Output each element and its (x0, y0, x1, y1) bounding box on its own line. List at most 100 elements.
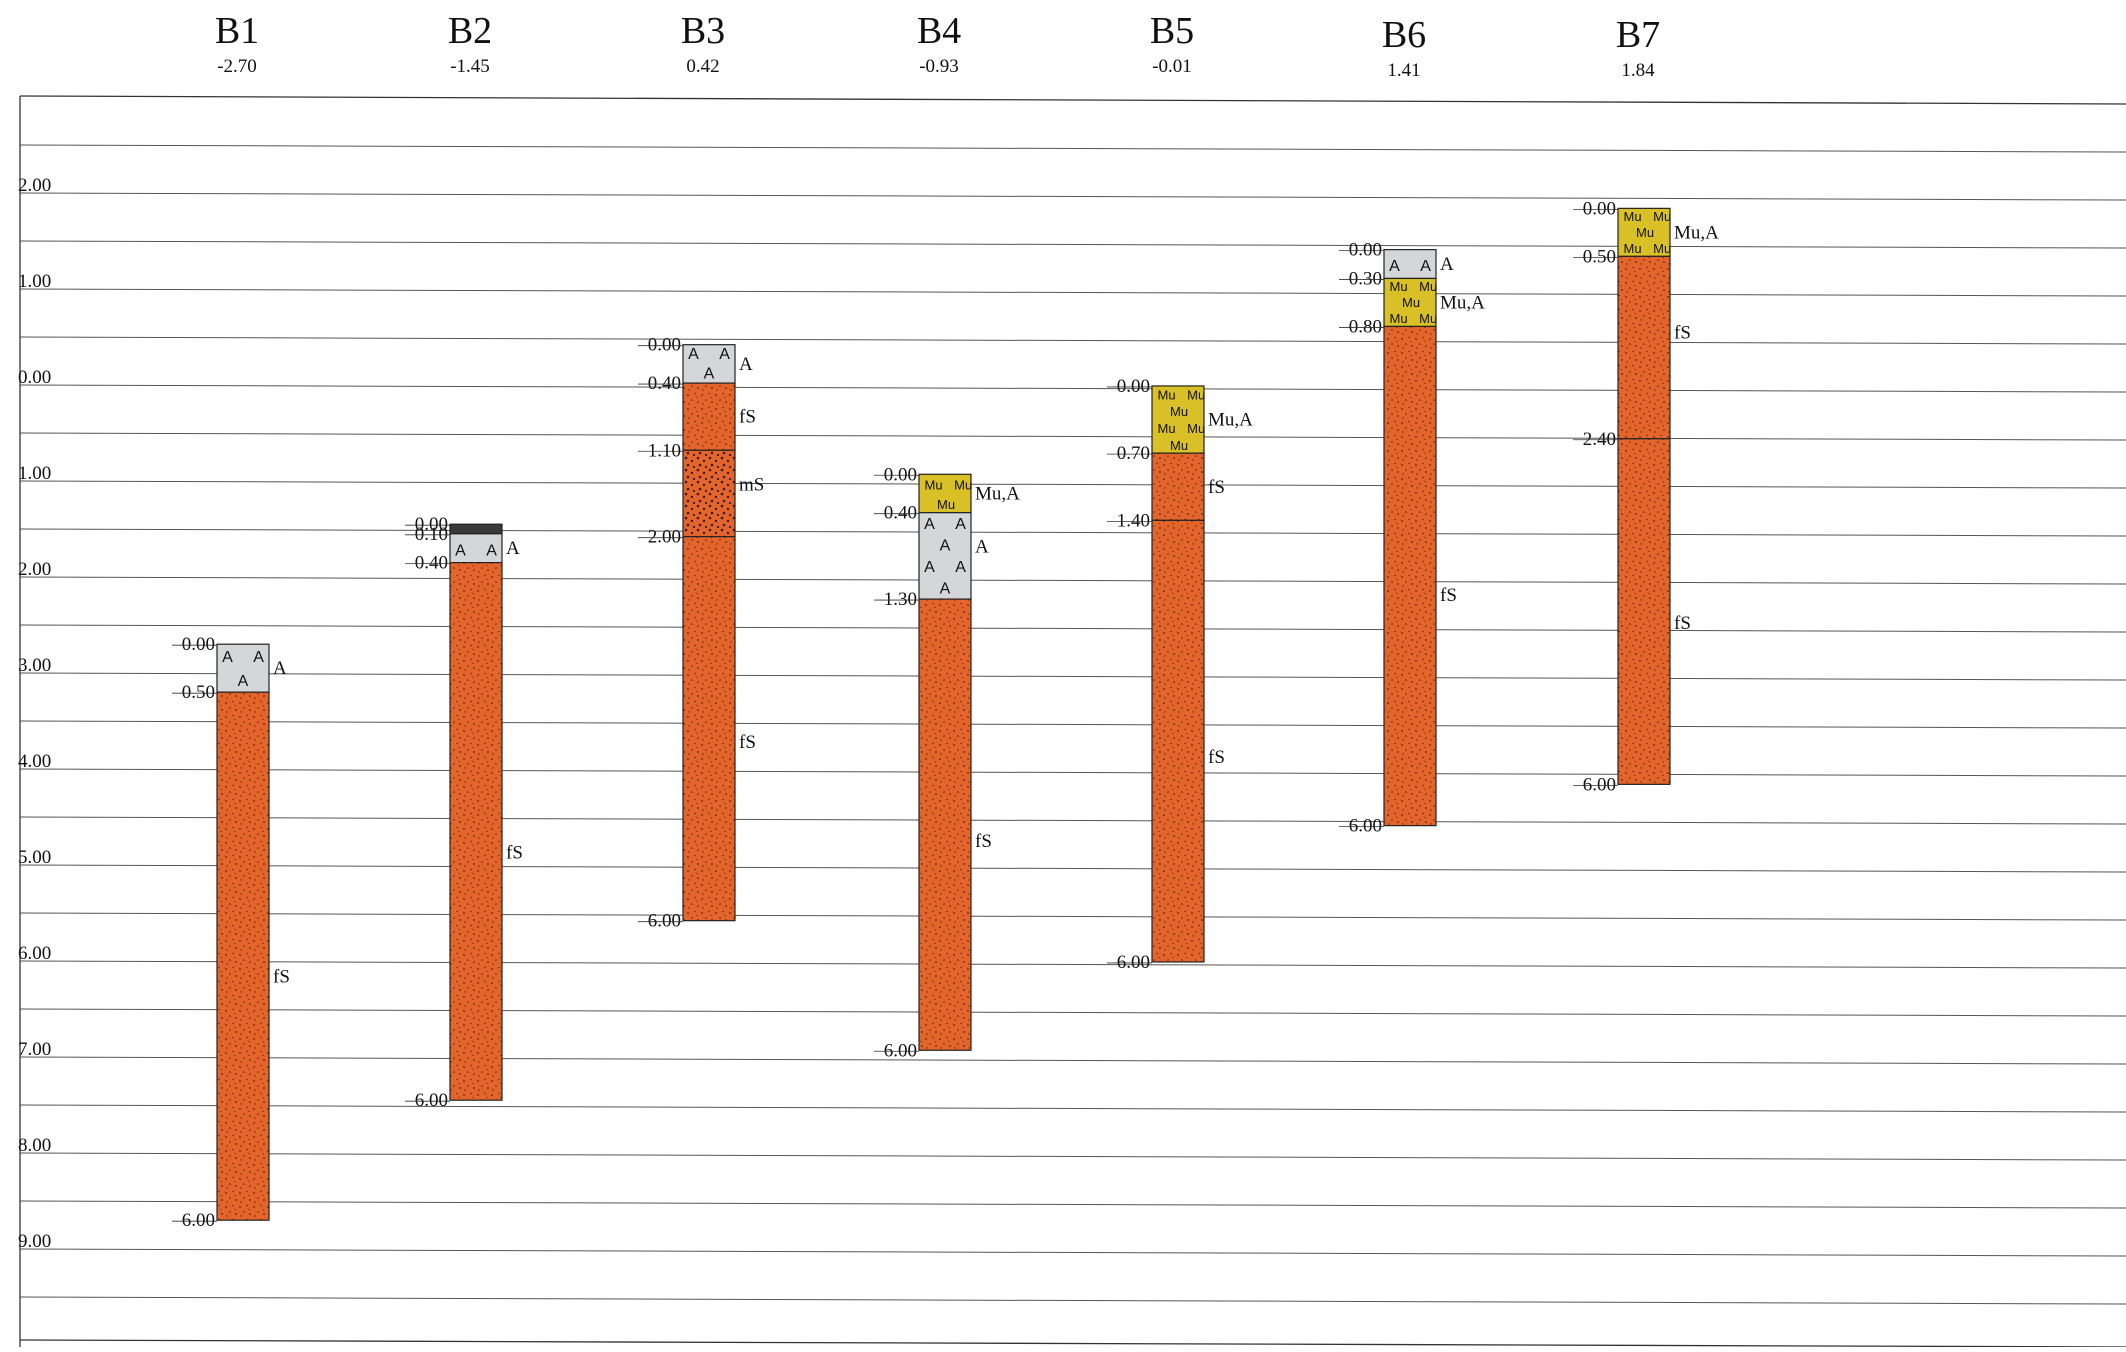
soil-layer-fs (682, 536, 736, 922)
depth-label: 2.00 (648, 527, 681, 548)
depth-label: 0.70 (1117, 443, 1150, 464)
symbol-a: A (222, 649, 233, 666)
depth-label: 0.00 (1349, 240, 1382, 261)
symbol-mu: Mu (1624, 241, 1642, 256)
symbol-mu: Mu (1653, 209, 1671, 224)
soil-layer-fs (449, 561, 503, 1101)
soil-label-fs: fS (1674, 322, 1691, 343)
scale-label: 9.00 (18, 1231, 51, 1252)
depth-label: 0.00 (1117, 376, 1150, 397)
scale-label: 2.00 (18, 175, 51, 196)
borehole-name-b3: B3 (681, 10, 725, 52)
depth-label: 6.00 (1583, 774, 1616, 795)
soil-label-ms: mS (739, 474, 764, 495)
grid-line (19, 336, 2126, 345)
frame-bottom-line (19, 1339, 2126, 1348)
borehole-name-b2: B2 (448, 10, 492, 52)
symbol-mu: Mu (1419, 311, 1437, 326)
soil-layer-fs (682, 382, 736, 451)
depth-label: 2.40 (1583, 429, 1616, 450)
symbol-mu: Mu (937, 497, 955, 512)
scale-label: 5.00 (18, 847, 51, 868)
grid-line (19, 624, 2126, 633)
borehole-elevation-b4: -0.93 (919, 56, 959, 77)
symbol-a: A (940, 537, 951, 554)
soil-layer-mu (918, 473, 972, 514)
symbol-mu: Mu (1158, 421, 1176, 436)
soil-label-fs: fS (1208, 747, 1225, 768)
symbol-a: A (955, 559, 966, 576)
symbol-mu: Mu (925, 478, 943, 493)
depth-label: 6.00 (1349, 816, 1382, 837)
soil-layer-a (1383, 249, 1437, 280)
grid-line (19, 1248, 2126, 1257)
soil-label-mu: Mu,A (975, 483, 1020, 504)
scale-label: 6.00 (18, 943, 51, 964)
depth-label: 0.30 (1349, 268, 1382, 289)
soil-label-a: A (975, 537, 989, 558)
grid-line (19, 720, 2126, 729)
depth-label: 1.40 (1117, 510, 1150, 531)
symbol-a: A (924, 559, 935, 576)
depth-label: 0.40 (648, 373, 681, 394)
scale-label: 1.00 (18, 463, 51, 484)
soil-label-fs: fS (739, 407, 756, 428)
soil-label-fs: fS (739, 732, 756, 753)
scale-label: 8.00 (18, 1135, 51, 1156)
symbol-mu: Mu (1170, 404, 1188, 419)
grid-line (19, 912, 2126, 921)
symbol-mu: Mu (1402, 295, 1420, 310)
grid-line (19, 1296, 2126, 1305)
soil-label-fs: fS (1674, 613, 1691, 634)
borehole-elevation-b1: -2.70 (217, 56, 257, 77)
grid-line (19, 1056, 2126, 1065)
symbol-mu: Mu (1170, 438, 1188, 453)
scale-label: 1.00 (18, 271, 51, 292)
depth-label: 0.40 (884, 503, 917, 524)
depth-label: 0.50 (1583, 246, 1616, 267)
depth-label: 0.00 (182, 634, 215, 655)
symbol-a: A (253, 649, 264, 666)
soil-label-mu: Mu,A (1440, 292, 1485, 313)
soil-label-fs: fS (1208, 477, 1225, 498)
grid-line (19, 240, 2126, 249)
symbol-mu: Mu (1653, 241, 1671, 256)
scale-label: 7.00 (18, 1039, 51, 1060)
depth-label: 0.10 (415, 524, 448, 545)
grid-line (19, 288, 2126, 297)
grid-line (19, 480, 2126, 489)
borehole-name-b5: B5 (1150, 10, 1194, 52)
soil-layer-mu (1383, 277, 1437, 328)
scale-label: 3.00 (18, 655, 51, 676)
symbol-mu: Mu (1187, 421, 1205, 436)
depth-label: 6.00 (648, 911, 681, 932)
soil-layer-ms (682, 449, 736, 538)
soil-label-fs: fS (975, 831, 992, 852)
symbol-a: A (955, 516, 966, 533)
depth-label: 0.00 (884, 464, 917, 485)
borehole-name-b1: B1 (215, 10, 259, 52)
symbol-mu: Mu (1636, 225, 1654, 240)
soil-layer-fs (918, 598, 972, 1051)
grid-line (19, 576, 2126, 585)
soil-layer-fs (1383, 325, 1437, 827)
symbol-a: A (1420, 258, 1431, 275)
soil-label-mu: Mu,A (1674, 222, 1719, 243)
symbol-a: A (924, 516, 935, 533)
depth-label: 1.30 (884, 589, 917, 610)
soil-layer-fs (216, 691, 270, 1221)
depth-label: 6.00 (884, 1040, 917, 1061)
symbol-mu: Mu (1390, 279, 1408, 294)
symbol-a: A (940, 581, 951, 598)
soil-layer-fs (1617, 438, 1671, 785)
soil-layer-a (682, 344, 736, 384)
soil-label-mu: Mu,A (1208, 410, 1253, 431)
soil-label-fs: fS (1440, 585, 1457, 606)
frame-top-line (19, 95, 2126, 105)
soil-layer-fs (1151, 452, 1205, 521)
